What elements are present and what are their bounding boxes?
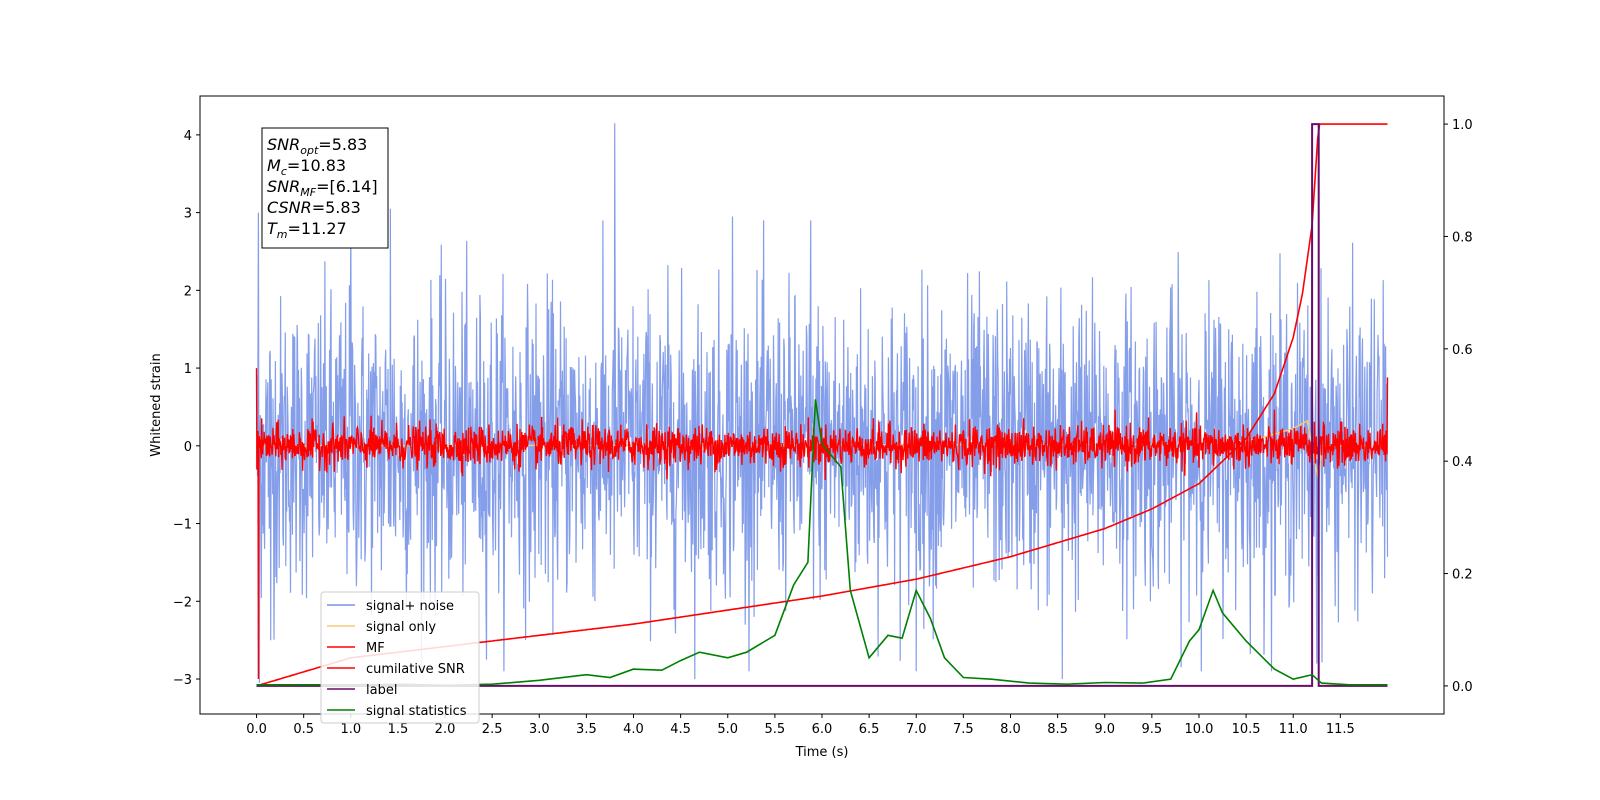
x-tick-label: 6.0 <box>812 722 833 737</box>
legend-label-signal-only: signal only <box>366 620 436 635</box>
x-tick-label: 4.0 <box>623 722 644 737</box>
annotation-line: CSNR=5.83 <box>267 198 361 217</box>
annotation-line: SNRMF=[6.14] <box>267 177 378 199</box>
x-tick-label: 1.0 <box>340 722 361 737</box>
x-tick-label: 10.5 <box>1232 722 1261 737</box>
x-tick-label: 5.0 <box>717 722 738 737</box>
annotation-line: Tm=11.27 <box>267 219 347 241</box>
y2-tick-label: 0.0 <box>1452 680 1473 695</box>
y-tick-label: 3 <box>184 207 192 222</box>
x-tick-label: 2.5 <box>482 722 503 737</box>
y2-tick-label: 0.8 <box>1452 230 1473 245</box>
y-axis-label: Whitened strain <box>149 353 164 456</box>
x-tick-label: 10.0 <box>1184 722 1213 737</box>
legend-label-signal-statistics: signal statistics <box>366 704 467 719</box>
y2-tick-label: 0.6 <box>1452 343 1473 358</box>
x-tick-label: 6.5 <box>859 722 880 737</box>
x-tick-label: 2.0 <box>435 722 456 737</box>
y2-tick-label: 0.4 <box>1452 455 1473 470</box>
x-tick-label: 11.5 <box>1326 722 1355 737</box>
legend-frame <box>320 591 480 724</box>
x-tick-label: 5.5 <box>765 722 786 737</box>
x-tick-label: 3.0 <box>529 722 550 737</box>
x-tick-label: 8.0 <box>1000 722 1021 737</box>
legend-label-signal-noise: signal+ noise <box>366 599 454 614</box>
annotation-frame <box>261 127 389 249</box>
series-signal-noise-line <box>255 123 1389 683</box>
y-tick-label: 4 <box>184 129 192 144</box>
x-tick-label: 7.0 <box>906 722 927 737</box>
legend-label-mf: MF <box>366 641 385 656</box>
y2-axis-ticks: 0.0 0.2 0.4 0.6 0.8 1.0 <box>1444 118 1473 695</box>
x-tick-label: 1.5 <box>388 722 409 737</box>
y-tick-label: 0 <box>184 440 192 455</box>
x-tick-label: 9.5 <box>1142 722 1163 737</box>
x-tick-label: 9.0 <box>1094 722 1115 737</box>
legend-label-label: label <box>366 683 397 698</box>
x-tick-label: 7.5 <box>953 722 974 737</box>
y-tick-label: −2 <box>173 595 192 610</box>
annotation-line: SNRopt=5.83 <box>267 135 367 157</box>
x-tick-label: 11.0 <box>1279 722 1308 737</box>
x-axis-label: Time (s) <box>795 745 849 760</box>
x-tick-label: 3.5 <box>576 722 597 737</box>
legend-label-cumilative-snr: cumilative SNR <box>366 662 465 677</box>
y2-tick-label: 1.0 <box>1452 118 1473 133</box>
x-tick-label: 4.5 <box>670 722 691 737</box>
series-label-line <box>256 123 1388 687</box>
y-axis-ticks: −3 −2 −1 0 1 2 3 4 <box>173 129 200 688</box>
y2-tick-label: 0.2 <box>1452 568 1473 583</box>
legend: signal+ noise signal only MF cumilative SNR… <box>320 591 480 724</box>
annotation-line: Mc=10.83 <box>267 156 346 178</box>
series-signal-statistics-line <box>256 399 1388 687</box>
series-mf-line <box>255 368 1389 680</box>
annotation-box: SNRopt=5.83Mc=10.83SNRMF=[6.14]CSNR=5.83… <box>261 127 389 249</box>
x-axis-ticks: 0.0 0.5 1.0 1.5 2.0 2.5 3.0 3.5 4.0 4.5 5.0 5.5 6.0 6… <box>246 714 1355 737</box>
x-tick-label: 0.5 <box>293 722 314 737</box>
y-tick-label: −1 <box>173 518 192 533</box>
y-tick-label: 1 <box>184 362 192 377</box>
x-tick-label: 0.0 <box>246 722 267 737</box>
y-tick-label: 2 <box>184 284 192 299</box>
y-tick-label: −3 <box>173 673 192 688</box>
x-tick-label: 8.5 <box>1047 722 1068 737</box>
